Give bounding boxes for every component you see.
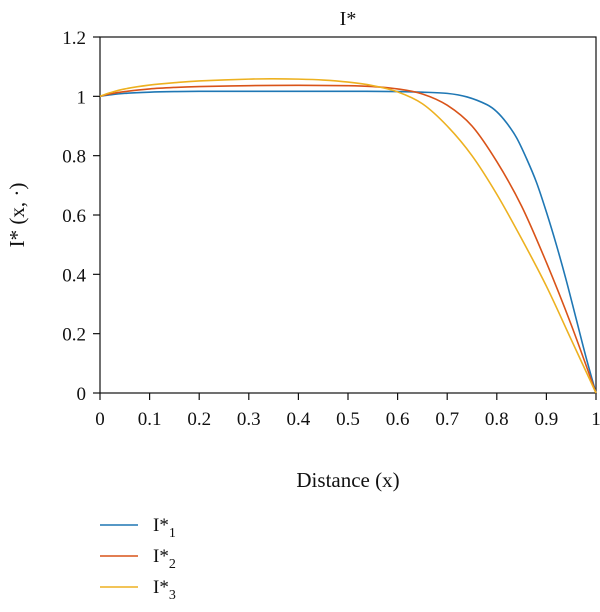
x-tick-label: 0.7: [435, 409, 459, 430]
x-tick-label: 0: [95, 409, 105, 430]
chart-title: I*: [340, 8, 357, 30]
x-tick-label: 0.3: [237, 409, 261, 430]
series-line-2: [99, 84, 597, 394]
y-tick-label: 1: [77, 87, 87, 108]
x-tick-label: 0.6: [386, 409, 410, 430]
x-tick-label: 0.1: [138, 409, 162, 430]
y-tick-label: 0: [77, 384, 87, 405]
series-line-1: [99, 90, 597, 394]
x-tick-label: 1: [591, 409, 600, 430]
x-tick-label: 0.2: [187, 409, 211, 430]
y-axis-title: I* (x, ·): [5, 183, 29, 248]
y-tick-label: 0.2: [62, 325, 86, 346]
legend-label-2: I*2: [153, 546, 176, 572]
legend-label-3: I*3: [153, 577, 176, 603]
x-axis: 0 0.1 0.2 0.3 0.4 0.5 0.6 0.7 0.8 0.9 1: [95, 393, 600, 430]
y-tick-label: 0.6: [62, 206, 86, 227]
y-tick-label: 0.8: [62, 147, 86, 168]
plot-area-frame: [99, 36, 597, 394]
legend: I*1 I*2 I*3: [100, 515, 176, 603]
x-tick-label: 0.5: [336, 409, 360, 430]
series-layer: [99, 78, 597, 394]
y-tick-label: 1.2: [62, 28, 86, 49]
legend-label-1: I*1: [153, 515, 176, 541]
x-tick-label: 0.4: [287, 409, 311, 430]
x-axis-title: Distance (x): [296, 468, 399, 492]
y-tick-label: 0.4: [62, 265, 86, 286]
x-tick-label: 0.9: [535, 409, 559, 430]
series-line-3: [99, 78, 597, 394]
y-axis: 0 0.2 0.4 0.6 0.8 1 1.2: [62, 28, 100, 405]
x-tick-label: 0.8: [485, 409, 509, 430]
